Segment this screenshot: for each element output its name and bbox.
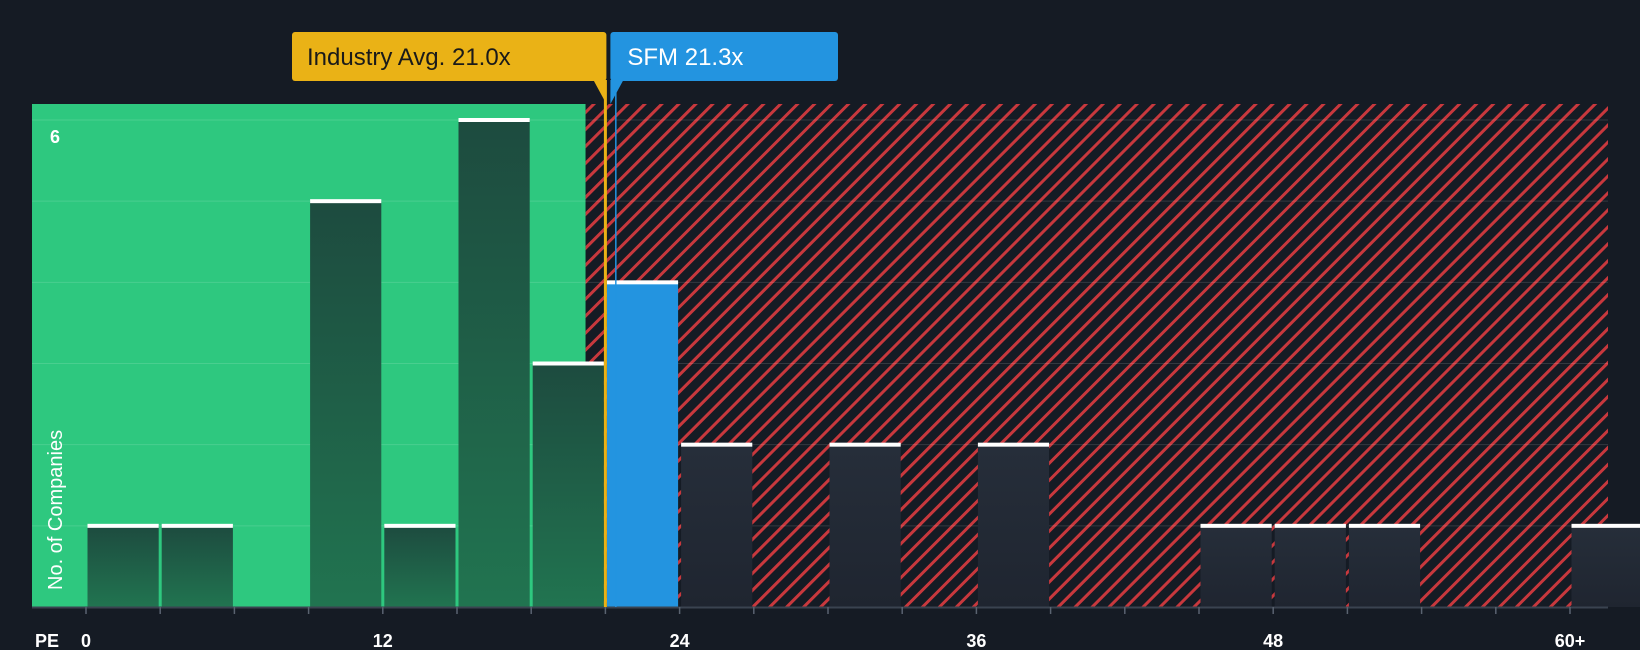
industry-callout-pointer <box>593 80 607 104</box>
bar-cap <box>87 523 159 528</box>
histogram-bar <box>532 363 604 607</box>
histogram-bar <box>310 201 382 607</box>
bar-cap <box>1200 523 1272 528</box>
histogram-bar <box>1571 525 1640 607</box>
bar-cap <box>606 280 679 285</box>
bar-cap <box>1274 523 1346 528</box>
x-tick-label: 36 <box>966 631 986 650</box>
x-axis-label: PE <box>35 631 59 650</box>
histogram-bar <box>384 525 456 607</box>
histogram-bar <box>1274 525 1346 607</box>
histogram-bar <box>977 444 1050 607</box>
histogram-bar <box>161 525 233 607</box>
histogram-bar <box>1348 525 1421 607</box>
bar-cap <box>1348 523 1421 528</box>
company-bar <box>606 282 679 607</box>
x-tick-label: 60+ <box>1555 631 1586 650</box>
bar-cap <box>681 442 753 447</box>
bar-cap <box>532 361 604 366</box>
x-tick-label: 12 <box>373 631 393 650</box>
y-axis-label: No. of Companies <box>45 430 67 590</box>
above-average-zone <box>585 104 1608 607</box>
bar-cap <box>458 118 530 122</box>
bar-cap <box>977 442 1050 447</box>
bar-cap <box>1571 523 1640 528</box>
x-tick-label: 24 <box>670 631 690 650</box>
x-tick-label: 48 <box>1263 631 1283 650</box>
bar-cap <box>384 523 456 528</box>
histogram-bar <box>1200 525 1272 607</box>
industry-average-callout <box>292 32 607 81</box>
company-label: SFM 21.3x <box>627 44 743 71</box>
histogram-bar <box>87 525 159 607</box>
bar-cap <box>310 199 382 204</box>
bar-cap <box>829 442 901 447</box>
industry-average-label: Industry Avg. 21.0x <box>307 44 511 71</box>
bar-cap <box>161 523 233 528</box>
histogram-bar <box>829 444 901 607</box>
histogram-bar <box>681 444 753 607</box>
histogram-bar <box>458 120 530 607</box>
x-tick-label: 0 <box>81 631 91 650</box>
company-callout-pointer <box>610 80 624 104</box>
company-callout <box>610 32 838 81</box>
y-tick-label: 6 <box>50 127 60 147</box>
